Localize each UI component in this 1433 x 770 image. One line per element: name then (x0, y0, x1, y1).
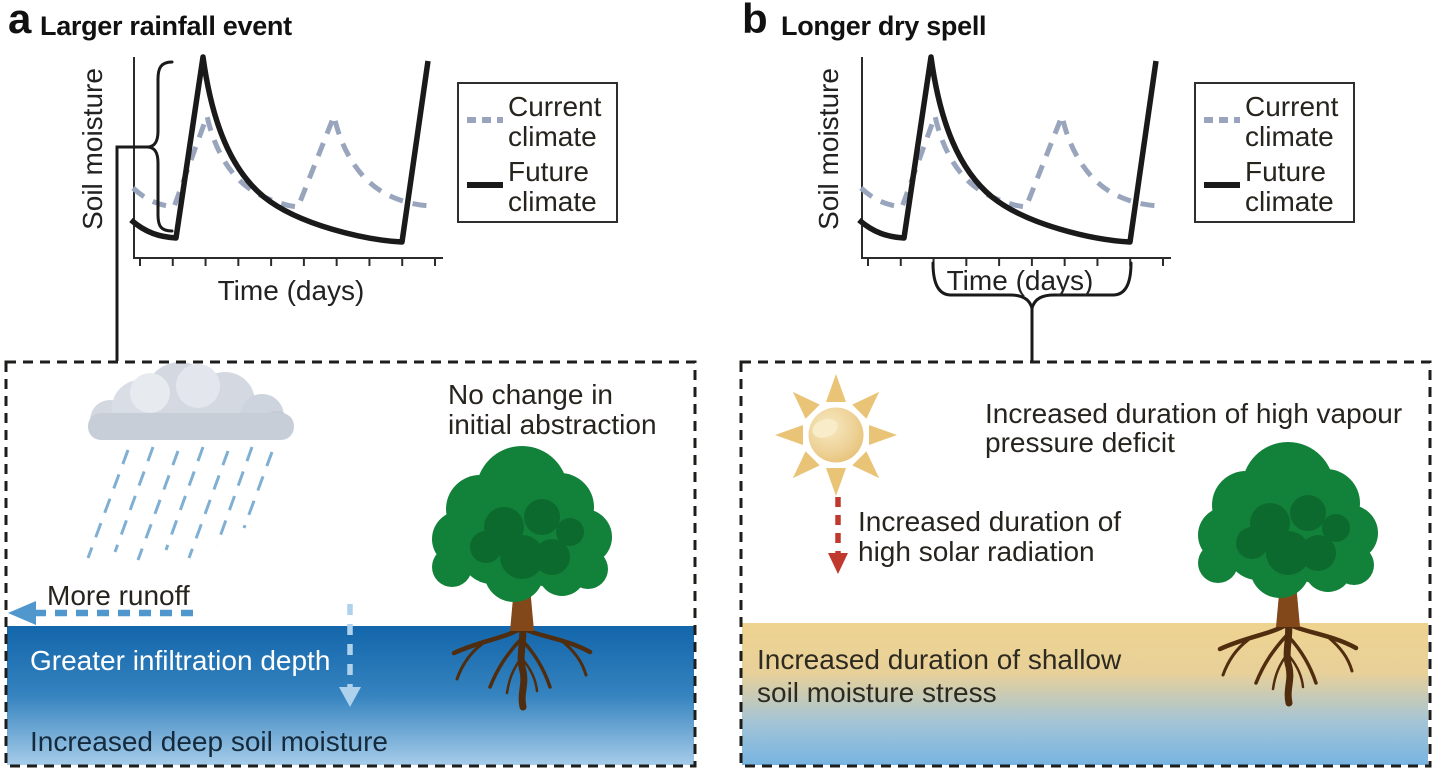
legend-a (457, 82, 618, 223)
solar-radiation-line1: Increased duration of (858, 506, 1122, 537)
shallow-soil-stress-label: Increased duration of shallow soil moist… (757, 643, 1121, 709)
legend-current-label-b: Current climate (1245, 92, 1338, 152)
legend-current-line1: Current (508, 91, 602, 122)
no-change-line1: No change in (448, 379, 614, 410)
panel-a-letter: a (8, 0, 32, 42)
x-axis-label-b: Time (days) (946, 265, 1094, 296)
longer-dry-spell-box-border (739, 360, 1432, 768)
solar-radiation-label: Increased duration of high solar radiati… (858, 507, 1121, 567)
vapour-pressure-line2: pressure deficit (985, 427, 1175, 458)
legend-current-line2: climate (508, 121, 597, 152)
panel-b-title: Longer dry spell (781, 11, 987, 41)
legend-b (1194, 82, 1355, 223)
legend-box (1194, 82, 1355, 223)
panel-a-chart (115, 54, 618, 361)
sun-icon (775, 374, 897, 496)
rain-icon (86, 446, 274, 561)
legend-future-line2: climate (1245, 186, 1334, 217)
shallow-soil-stress-line1: Increased duration of shallow (757, 644, 1122, 675)
more-runoff-label: More runoff (47, 580, 190, 611)
deep-soil-moisture-label: Increased deep soil moisture (30, 726, 388, 757)
vapour-pressure-line1: Increased duration of high vapour (985, 398, 1403, 429)
legend-future-label-b: Future climate (1245, 157, 1334, 217)
future-climate-curve (857, 54, 1159, 245)
solar-radiation-arrow-icon (828, 497, 848, 574)
legend-future-line1: Future (1245, 156, 1326, 187)
panel-b-letter: b (742, 0, 768, 42)
y-axis-label-a: Soil moisture (77, 68, 108, 230)
panel-a-title: Larger rainfall event (40, 11, 292, 41)
legend-current-line1: Current (1245, 91, 1339, 122)
legend-future-line2: climate (508, 186, 597, 217)
vapour-pressure-label: Increased duration of high vapour pressu… (985, 399, 1402, 457)
future-climate-curve (129, 54, 431, 245)
shallow-soil-stress-line2: soil moisture stress (757, 677, 997, 708)
larger-rainfall-box-border (4, 360, 697, 768)
current-climate-curve (859, 113, 1165, 210)
shallow-soil-band (742, 623, 1428, 765)
panel-b-chart (857, 54, 1171, 266)
amplitude-brace (146, 60, 174, 233)
panel-a-connector-line (115, 145, 147, 361)
no-change-line2: initial abstraction (448, 409, 657, 440)
x-axis-ticks (139, 258, 436, 266)
legend-future-line1: Future (508, 156, 589, 187)
y-axis-label-b: Soil moisture (813, 68, 844, 230)
legend-current-label-a: Current climate (508, 92, 601, 152)
solar-radiation-line2: high solar radiation (858, 536, 1095, 567)
x-axis-label-a: Time (days) (217, 275, 365, 306)
runoff-arrow-icon (8, 601, 193, 625)
infiltration-depth-label: Greater infiltration depth (30, 645, 331, 676)
no-change-label: No change in initial abstraction (448, 380, 657, 440)
legend-box (457, 82, 618, 223)
infiltration-arrow-icon (339, 604, 361, 707)
legend-current-line2: climate (1245, 121, 1334, 152)
current-climate-curve (131, 113, 437, 210)
rain-cloud-icon (88, 362, 294, 440)
legend-future-label-a: Future climate (508, 157, 597, 217)
